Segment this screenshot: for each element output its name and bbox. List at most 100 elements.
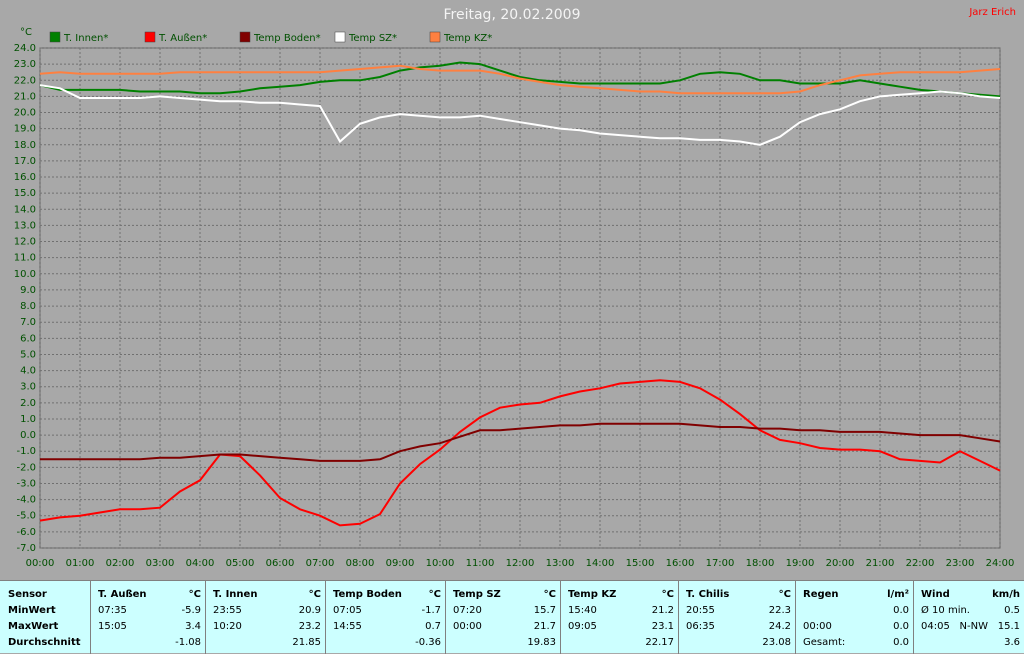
table-cell: 0.5: [1004, 605, 1020, 616]
x-tick-label: 11:00: [466, 558, 495, 569]
y-tick-label: 16.0: [14, 172, 36, 183]
y-tick-label: 15.0: [14, 188, 36, 199]
table-cell: 0.0: [893, 637, 909, 648]
group-name: T. Außen: [98, 589, 147, 600]
y-tick-label: -2.0: [16, 462, 36, 473]
group-unit: km/h: [992, 589, 1020, 600]
table-corner: Sensor: [8, 589, 47, 600]
group-name: Temp SZ: [453, 589, 501, 600]
stats-table: Sensor MinWert MaxWert Durchschnitt T. Außen…: [0, 580, 1024, 654]
y-tick-label: 19.0: [14, 124, 36, 135]
group-name: Temp Boden: [333, 589, 402, 600]
table-cell: 23.1: [651, 621, 674, 632]
y-tick-label: 12.0: [14, 237, 36, 248]
y-tick-label: 11.0: [14, 253, 36, 264]
x-tick-label: 09:00: [386, 558, 415, 569]
y-tick-label: 20.0: [14, 108, 36, 119]
x-tick-label: 18:00: [746, 558, 775, 569]
table-cell: 22.17: [645, 637, 674, 648]
column-separator: [913, 581, 914, 654]
legend-label: Temp KZ*: [443, 33, 492, 44]
table-cell: 15:40: [568, 605, 597, 616]
table-cell: 09:05: [568, 621, 597, 632]
table-cell: 06:35: [686, 621, 715, 632]
table-cell: -0.36: [415, 637, 441, 648]
x-tick-label: 01:00: [66, 558, 95, 569]
x-tick-label: 02:00: [106, 558, 135, 569]
table-cell: 20:55: [686, 605, 715, 616]
x-tick-label: 03:00: [146, 558, 175, 569]
table-cell: Ø 10 min.: [921, 605, 970, 616]
table-cell: 00:00: [803, 621, 832, 632]
table-cell: 21.85: [292, 637, 321, 648]
table-cell: 15.7: [533, 605, 556, 616]
group-name: Temp KZ: [568, 589, 617, 600]
legend-swatch: [334, 31, 346, 43]
y-tick-label: 7.0: [20, 317, 36, 328]
y-tick-label: 4.0: [20, 366, 36, 377]
x-tick-label: 06:00: [266, 558, 295, 569]
x-tick-label: 12:00: [506, 558, 535, 569]
group-name: Regen: [803, 589, 839, 600]
y-tick-label: 1.0: [20, 414, 36, 425]
y-tick-label: 21.0: [14, 91, 36, 102]
table-cell: 21.2: [651, 605, 674, 616]
x-tick-label: 24:00: [986, 558, 1015, 569]
x-tick-label: 07:00: [306, 558, 335, 569]
table-cell: 14:55: [333, 621, 362, 632]
table-cell: 3.6: [1004, 637, 1020, 648]
group-name: T. Chilis: [686, 589, 730, 600]
x-tick-label: 10:00: [426, 558, 455, 569]
group-unit: l/m²: [887, 589, 909, 600]
x-tick-label: 05:00: [226, 558, 255, 569]
table-cell: 07:20: [453, 605, 482, 616]
x-tick-label: 14:00: [586, 558, 615, 569]
y-tick-label: -1.0: [16, 446, 36, 457]
table-cell: 22.3: [768, 605, 791, 616]
table-cell: 04:05: [921, 621, 950, 632]
legend-swatch: [144, 31, 156, 43]
x-tick-label: 22:00: [906, 558, 935, 569]
y-tick-label: 10.0: [14, 269, 36, 280]
table-cell: 0.0: [893, 605, 909, 616]
table-cell: 23:55: [213, 605, 242, 616]
x-tick-label: 16:00: [666, 558, 695, 569]
table-cell: 07:35: [98, 605, 127, 616]
legend-label: Temp Boden*: [253, 33, 321, 44]
x-tick-label: 19:00: [786, 558, 815, 569]
y-tick-label: 8.0: [20, 301, 36, 312]
table-cell: Gesamt:: [803, 637, 846, 648]
chart: Freitag, 20.02.2009 Jarz Erich °C 24.0 23…: [14, 7, 1016, 569]
y-tick-label: 2.0: [20, 398, 36, 409]
legend-swatch: [239, 31, 251, 43]
y-tick-label: 6.0: [20, 333, 36, 344]
x-tick-label: 08:00: [346, 558, 375, 569]
table-cell: 0.0: [893, 621, 909, 632]
series-line: [39, 84, 1001, 146]
y-tick-label: 24.0: [14, 43, 36, 54]
y-axis-label: °C: [20, 27, 32, 38]
column-separator: [795, 581, 796, 654]
group-name: T. Innen: [213, 589, 258, 600]
table-cell: 23.08: [762, 637, 791, 648]
table-cell: 19.83: [527, 637, 556, 648]
legend-swatch: [429, 31, 441, 43]
table-cell: -5.9: [181, 605, 201, 616]
y-tick-label: 18.0: [14, 140, 36, 151]
x-tick-label: 17:00: [706, 558, 735, 569]
column-separator: [90, 581, 91, 654]
table-cell: 23.2: [298, 621, 321, 632]
x-tick-label: 04:00: [186, 558, 215, 569]
table-cell: 0.7: [425, 621, 441, 632]
x-tick-label: 00:00: [26, 558, 55, 569]
group-unit: °C: [661, 589, 674, 600]
x-tick-label: 20:00: [826, 558, 855, 569]
y-tick-label: 0.0: [20, 430, 36, 441]
column-separator: [445, 581, 446, 654]
column-separator: [205, 581, 206, 654]
table-cell: -1.7: [421, 605, 441, 616]
x-tick-label: 21:00: [866, 558, 895, 569]
y-tick-label: 23.0: [14, 59, 36, 70]
row-label: Durchschnitt: [8, 637, 81, 648]
legend-swatch: [49, 31, 61, 43]
